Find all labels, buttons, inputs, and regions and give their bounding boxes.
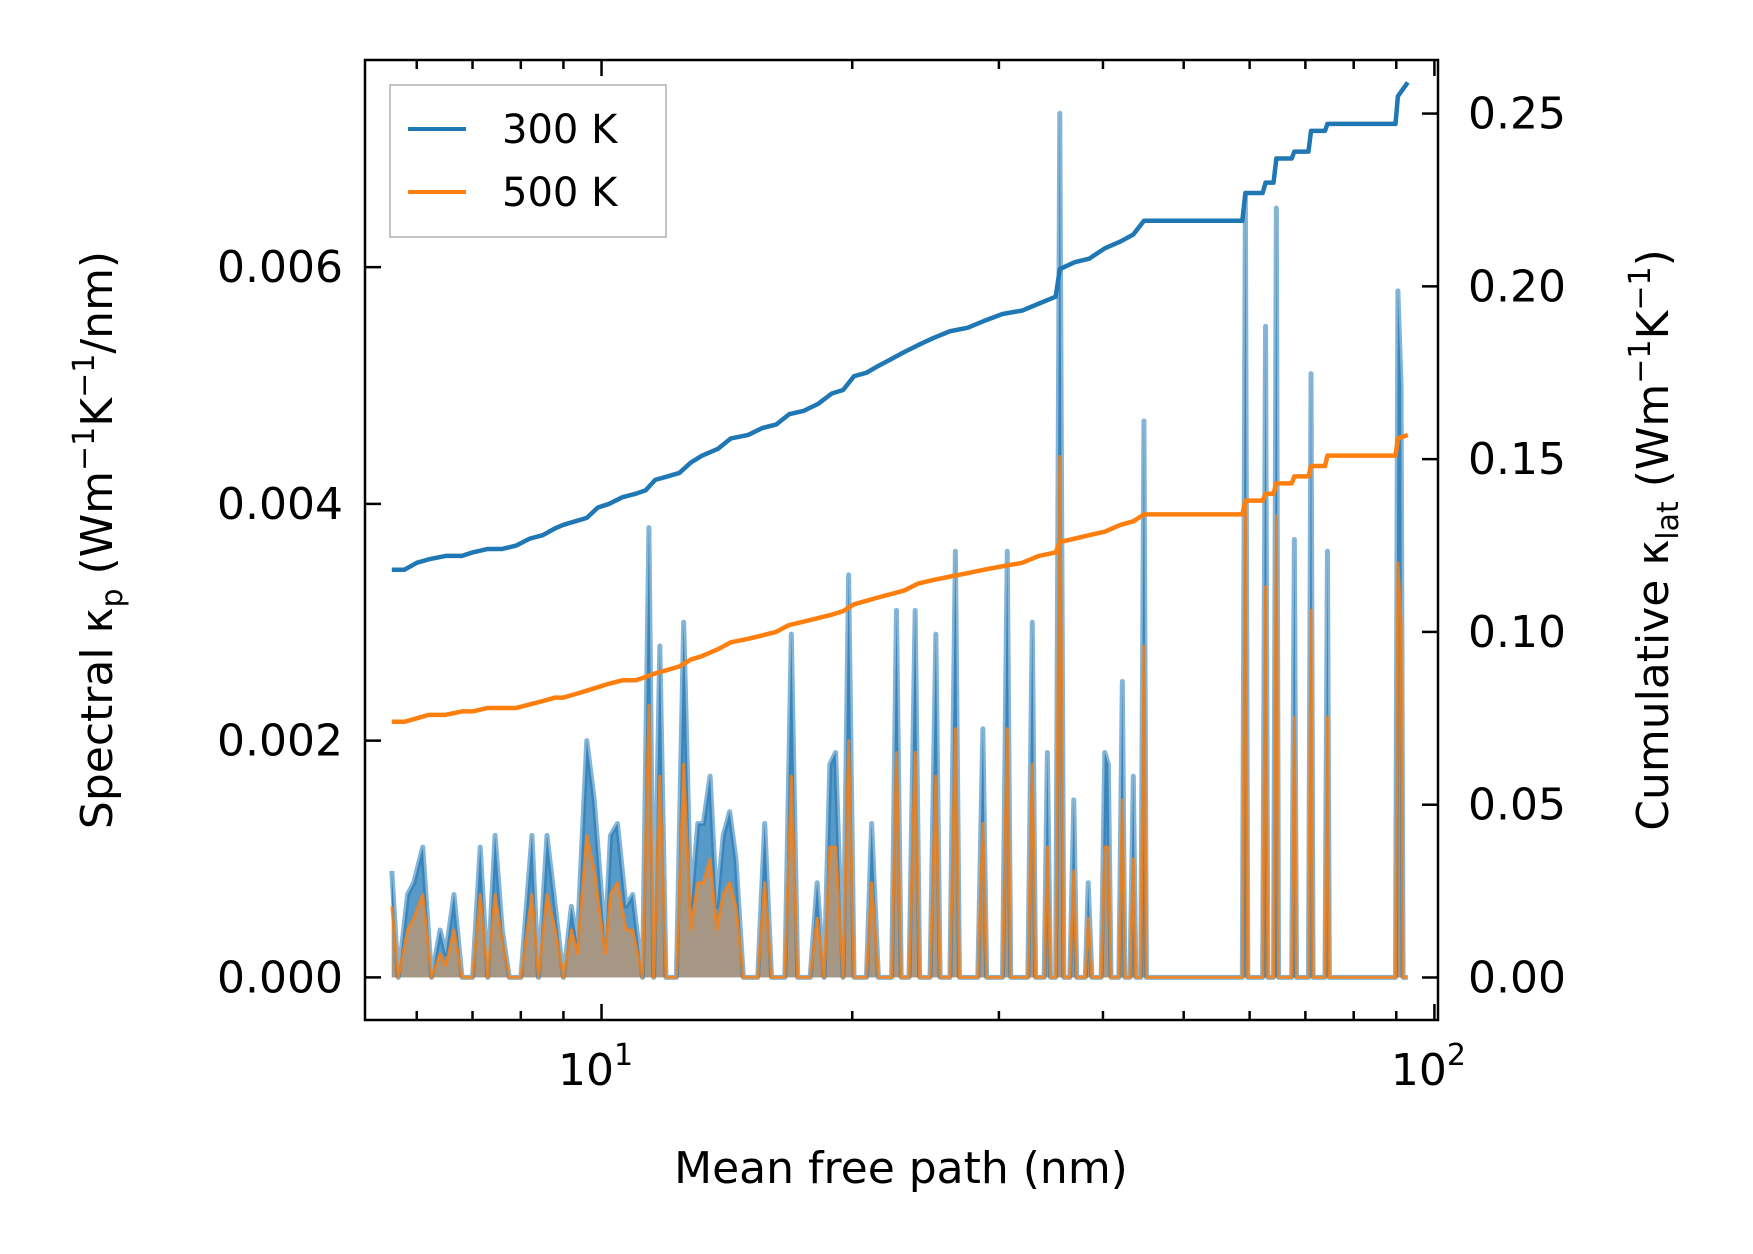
y-right-tick-label: 0.20 [1468,261,1566,312]
y-right-tick-label: 0.05 [1468,780,1566,831]
legend-label-500k: 500 K [502,170,619,216]
x-axis-label: Mean free path (nm) [674,1143,1128,1194]
y-right-tick-label: 0.00 [1468,952,1566,1003]
cumulative-lines [391,81,1410,725]
tick-labels: 101 102 0.000 0.002 0.004 0.006 0.00 0.05 0.10 0.… [217,89,1566,1096]
legend: 300 K 500 K [389,84,667,238]
y-left-tick-label: 0.002 [217,716,343,767]
y-right-tick-label: 0.15 [1468,434,1566,485]
y-right-tick-label: 0.25 [1468,89,1566,140]
legend-box [389,84,667,238]
x-tick-label: 102 [1391,1038,1466,1096]
y-left-tick-label: 0.006 [217,242,343,293]
y-axis-label-right: Cumulative κlat (Wm−1K−1) [1623,249,1686,831]
cumulative-line-300k [391,81,1410,572]
plot-frame [363,58,1440,1022]
y-axis-label-left: Spectral κp (Wm−1K−1/nm) [67,251,130,829]
spectral-lines [389,110,1408,980]
legend-label-300k: 300 K [502,107,619,153]
cumulative-line-500k [391,432,1409,725]
y-left-tick-label: 0.004 [217,479,343,530]
y-right-tick-label: 0.10 [1468,607,1566,658]
x-tick-label: 101 [558,1038,633,1096]
axis-ticks [365,60,1438,1020]
spectral-line-500k [390,455,1408,979]
y-left-tick-label: 0.000 [217,952,343,1003]
